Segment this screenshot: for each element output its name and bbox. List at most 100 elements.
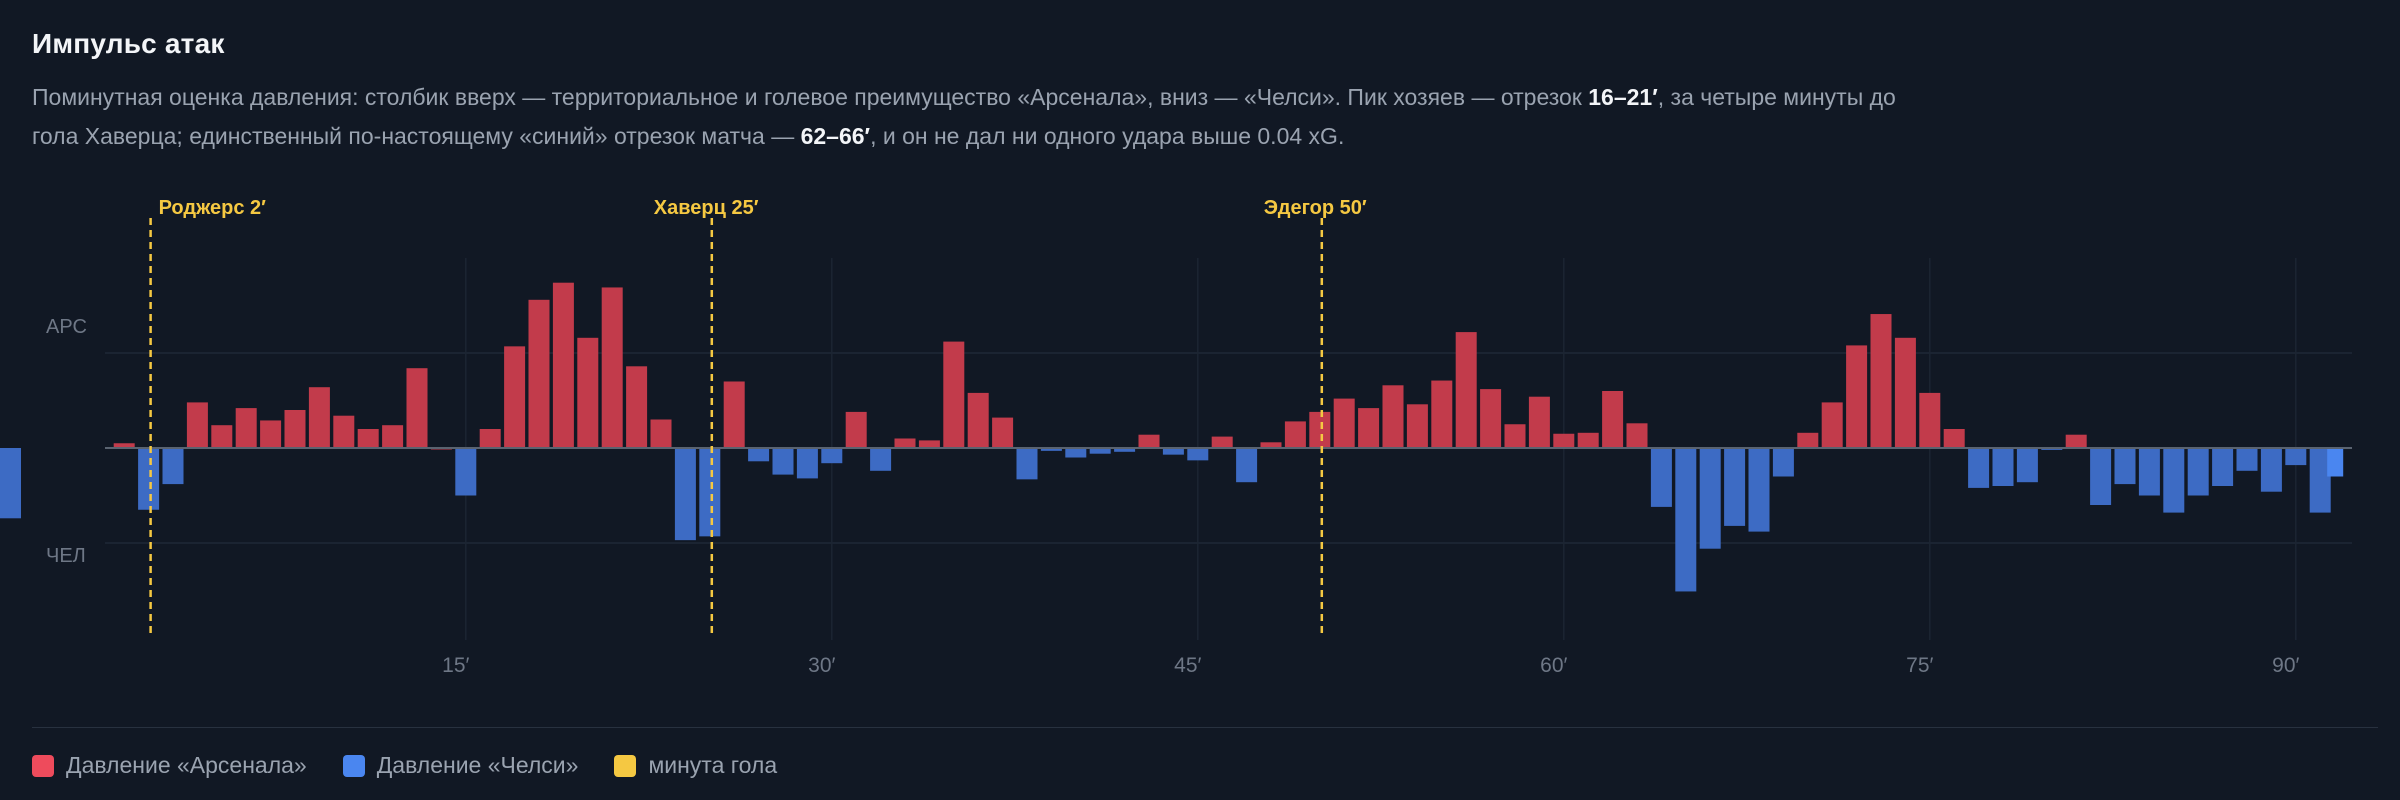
bar-minute-46 (1211, 436, 1233, 448)
bar-minute-60 (1553, 433, 1575, 448)
bar-minute-30 (821, 448, 843, 464)
bar-minute-19 (552, 282, 574, 448)
bar-minute-69 (1772, 448, 1794, 477)
bar-minute-22 (626, 366, 648, 448)
bar-minute-10 (333, 415, 355, 448)
subtitle-highlight-2: 62–66′ (800, 123, 871, 149)
bar-minute-89 (2260, 448, 2282, 492)
bar-minute-78 (1992, 448, 2014, 486)
bar-minute-16 (479, 429, 501, 448)
bar-minute-7 (260, 420, 282, 448)
bar-minute-79 (2016, 448, 2038, 483)
bar-minute-5 (211, 425, 233, 448)
bar-minute-44 (1162, 448, 1184, 455)
bar-minute-26 (723, 381, 745, 448)
legend: Давление «Арсенала» Давление «Челси» мин… (32, 752, 777, 779)
bar-minute-59 (1528, 396, 1550, 448)
bar-minute-6 (235, 408, 257, 448)
bar-minute-61 (1577, 432, 1599, 448)
bar-minute-66 (1699, 448, 1721, 549)
legend-item-chelsea: Давление «Челси» (342, 752, 578, 779)
bar-minute-17 (504, 346, 526, 448)
bar-minute-81 (2065, 434, 2087, 448)
bar-minute-64 (1650, 448, 1672, 507)
bar-minute-76 (1943, 429, 1965, 448)
bar-minute-57 (1480, 389, 1502, 448)
bar-minute-32 (870, 448, 892, 471)
bar-minute-88 (2236, 448, 2258, 471)
bar-minute-3 (162, 448, 184, 485)
legend-item-arsenal: Давление «Арсенала» (32, 752, 307, 779)
subtitle-text-1: Поминутная оценка давления: столбик ввер… (32, 84, 1589, 110)
x-tick-45: 45′ (1174, 654, 1201, 677)
bar-minute-50 (1309, 411, 1331, 448)
x-tick-60: 60′ (1540, 654, 1567, 677)
bar-minute-12 (382, 425, 404, 448)
bar-minute-42 (1114, 448, 1136, 452)
bar-minute-38 (1016, 448, 1038, 480)
bar-minute-62 (1602, 391, 1624, 448)
bar-minute-28 (772, 448, 794, 475)
bar-minute-29 (796, 448, 818, 479)
bar-minute-43 (1138, 434, 1160, 448)
bar-minute-11 (357, 429, 379, 448)
goal-label-25: Хаверц 25′ (654, 197, 759, 219)
bar-minute-39 (1040, 448, 1062, 451)
bar-minute-70 (1797, 432, 1819, 448)
bar-minute-18 (528, 299, 550, 448)
bar-minute-15 (455, 448, 477, 496)
goal-label-2: Роджерс 2′ (159, 197, 267, 219)
bar-minute-9 (308, 387, 330, 448)
bar-minute-13 (406, 368, 428, 448)
bar-minute-91 (2309, 448, 2331, 513)
legend-swatch-goal (614, 754, 637, 777)
bar-minute-71 (1821, 402, 1843, 448)
bar-minute-1 (113, 443, 135, 448)
bar-minute-84 (2138, 448, 2160, 496)
bar-minute-49 (1284, 421, 1306, 448)
y-label-chelsea: ЧЕЛ (46, 545, 86, 567)
bar-minute-63 (1626, 423, 1648, 448)
legend-divider (32, 727, 2378, 728)
bar-minute-74 (1894, 337, 1916, 448)
bar-minute-75 (1919, 392, 1941, 448)
bar-minute-31 (845, 411, 867, 448)
chart-title: Импульс атак (32, 28, 225, 59)
legend-item-goal: минута гола (614, 752, 777, 779)
bar-minute-48 (1260, 442, 1282, 448)
bar-minute-24 (674, 448, 696, 541)
bar-minute-68 (1748, 448, 1770, 532)
x-tick-30: 30′ (808, 654, 835, 677)
x-tick-90: 90′ (2272, 654, 2299, 677)
bar-minute-58 (1504, 424, 1526, 448)
x-tick-15: 15′ (442, 654, 469, 677)
bar-minute-4 (186, 402, 208, 448)
x-tick-75: 75′ (1906, 654, 1933, 677)
bar-minute-56 (1455, 332, 1477, 448)
bar-minute-37 (992, 417, 1014, 448)
bar-minute-65 (1675, 448, 1697, 592)
bar-minute-2 (138, 448, 160, 510)
subtitle-text-3: , и он не дал ни одного удара выше 0.04 … (870, 123, 1345, 149)
legend-swatch-chelsea (342, 754, 365, 777)
bar-minute-86 (2187, 448, 2209, 496)
bar-minute-34 (918, 440, 940, 448)
goal-label-50: Эдегор 50′ (1264, 197, 1367, 219)
y-label-arsenal: АРС (46, 316, 87, 338)
bar-minute-33 (894, 438, 916, 448)
bar-minute-21 (601, 287, 623, 448)
bar-minute-27 (748, 448, 770, 462)
bar-minute-40 (1065, 448, 1087, 458)
legend-label-goal: минута гола (648, 752, 778, 778)
bar-minute-53 (1382, 385, 1404, 448)
bar-minute-8 (284, 410, 306, 448)
bar-minute-25 (699, 448, 721, 537)
bar-minute-52 (1358, 408, 1380, 448)
bar-minute-45 (1187, 448, 1209, 461)
bar-minute-77 (1968, 448, 1990, 488)
bar-minute-23 (650, 419, 672, 448)
bar-minute-55 (1431, 380, 1453, 448)
bar-minute-35 (943, 341, 965, 448)
bar-minute-36 (967, 392, 989, 448)
